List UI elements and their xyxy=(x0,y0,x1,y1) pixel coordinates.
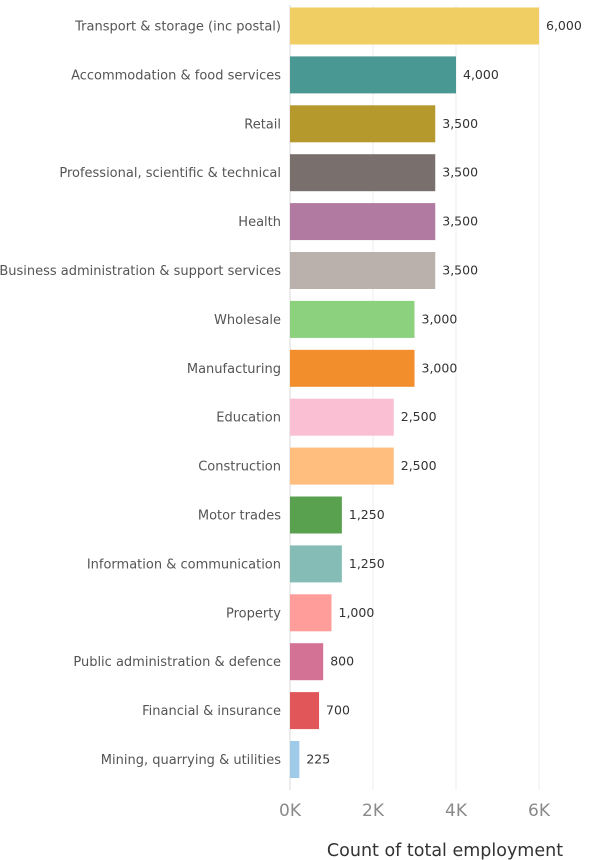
category-label: Manufacturing xyxy=(187,362,281,377)
value-label: 3,000 xyxy=(422,311,458,326)
value-label: 1,250 xyxy=(349,556,385,571)
bar xyxy=(290,203,436,241)
bar xyxy=(290,252,436,289)
category-label: Professional, scientific & technical xyxy=(59,166,281,181)
category-label: Mining, quarrying & utilities xyxy=(101,753,281,768)
value-label: 1,000 xyxy=(339,605,375,620)
x-axis-ticks: 0K 2K 4K 6K xyxy=(279,801,551,821)
value-label: 3,500 xyxy=(442,214,478,229)
bar xyxy=(290,643,324,681)
value-label: 800 xyxy=(330,654,354,669)
value-label: 2,500 xyxy=(401,458,437,473)
bar xyxy=(290,56,456,94)
category-labels: Transport & storage (inc postal) Accommod… xyxy=(0,20,281,769)
category-label: Accommodation & food services xyxy=(71,68,281,83)
category-label: Public administration & defence xyxy=(73,655,281,670)
value-label: 225 xyxy=(306,752,330,767)
value-label: 3,500 xyxy=(442,263,478,278)
x-tick-label: 4K xyxy=(445,801,468,821)
bar xyxy=(290,741,300,778)
category-label: Information & communication xyxy=(87,557,281,572)
value-labels: 6,000 4,000 3,500 3,500 3,500 3,500 3,000 3,000… xyxy=(306,18,581,767)
category-label: Construction xyxy=(198,460,281,475)
value-label: 6,000 xyxy=(546,18,582,33)
bars xyxy=(290,7,539,778)
category-label: Financial & insurance xyxy=(142,704,281,719)
category-label: Retail xyxy=(244,117,281,132)
bar xyxy=(290,545,342,583)
bar xyxy=(290,300,415,338)
x-tick-label: 6K xyxy=(528,801,551,821)
value-label: 700 xyxy=(326,703,350,718)
value-label: 1,250 xyxy=(349,507,385,522)
category-label: Transport & storage (inc postal) xyxy=(74,20,281,35)
bar xyxy=(290,447,394,485)
bar xyxy=(290,594,332,632)
bar xyxy=(290,154,436,192)
bar xyxy=(290,105,436,143)
category-label: Business administration & support servic… xyxy=(0,264,281,279)
category-label: Wholesale xyxy=(214,313,281,328)
x-tick-label: 0K xyxy=(279,801,302,821)
category-label: Health xyxy=(238,215,281,230)
value-label: 3,500 xyxy=(442,165,478,180)
value-label: 4,000 xyxy=(463,67,499,82)
category-label: Property xyxy=(226,606,281,621)
bar xyxy=(290,496,342,534)
bar xyxy=(290,398,394,436)
category-label: Motor trades xyxy=(198,509,281,524)
bar xyxy=(290,349,415,387)
value-label: 3,500 xyxy=(442,116,478,131)
x-tick-label: 2K xyxy=(362,801,385,821)
value-label: 3,000 xyxy=(422,360,458,375)
bar xyxy=(290,7,539,45)
bar xyxy=(290,692,320,730)
x-axis-title: Count of total employment xyxy=(327,841,563,860)
category-label: Education xyxy=(216,411,281,426)
value-label: 2,500 xyxy=(401,409,437,424)
